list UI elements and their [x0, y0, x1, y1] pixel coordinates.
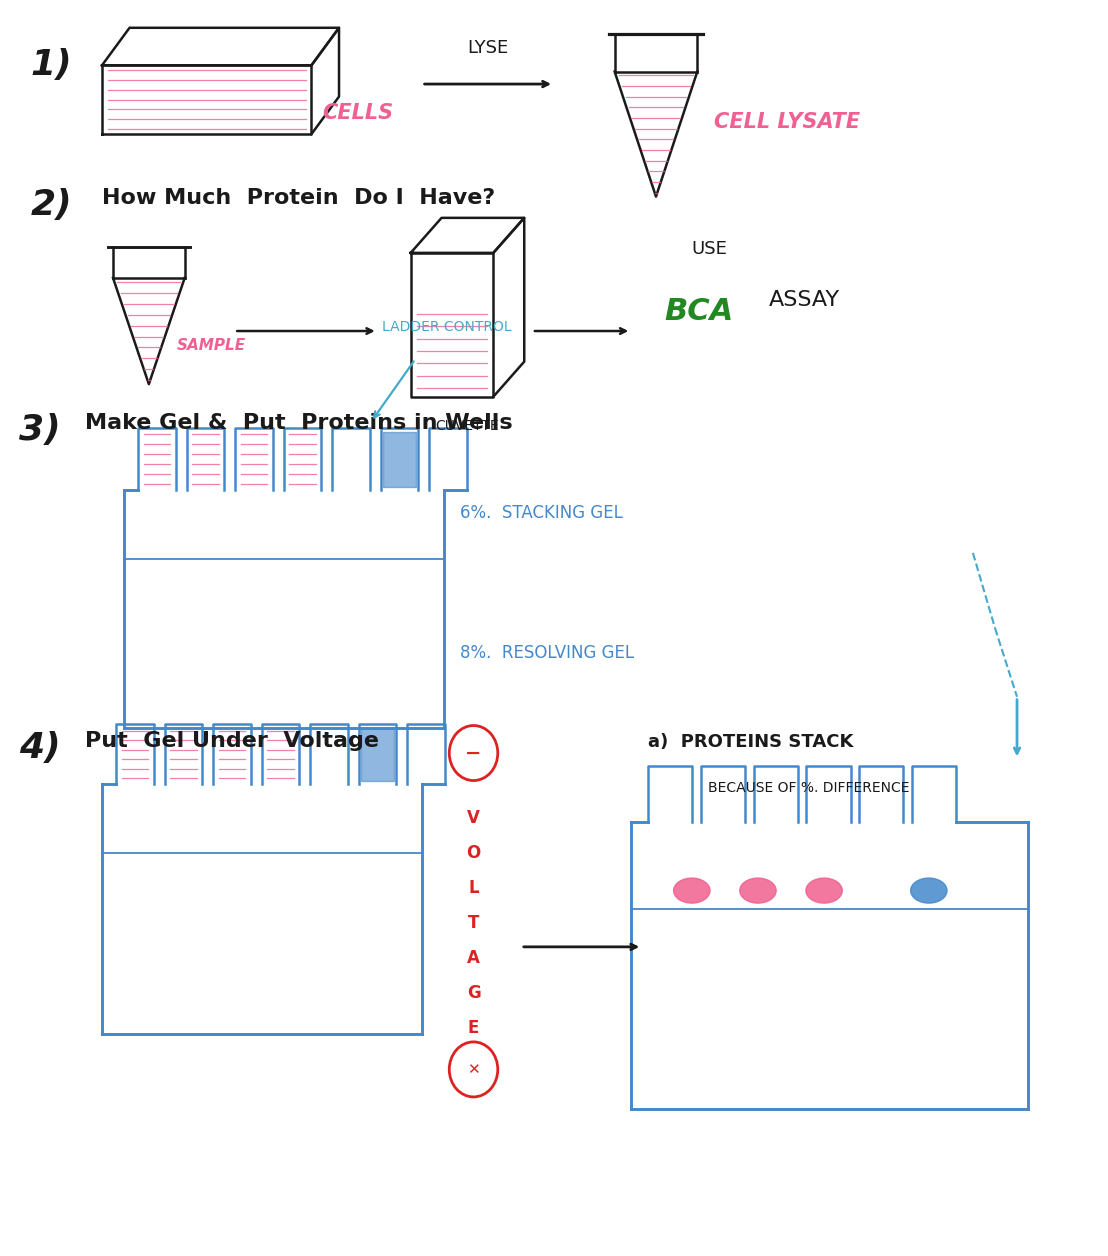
Text: CELLS: CELLS [322, 103, 393, 123]
Text: SAMPLE: SAMPLE [176, 338, 246, 353]
Text: E: E [468, 1020, 479, 1037]
Text: 4): 4) [19, 731, 61, 765]
Text: How Much  Protein  Do I  Have?: How Much Protein Do I Have? [102, 188, 495, 207]
Text: LADDER CONTROL: LADDER CONTROL [382, 320, 512, 334]
Text: ASSAY: ASSAY [769, 290, 840, 310]
Text: G: G [466, 985, 481, 1002]
Text: −: − [465, 744, 482, 762]
Text: Put  Gel Under  Voltage: Put Gel Under Voltage [85, 731, 379, 751]
Bar [383, 432, 417, 486]
Text: O: O [466, 844, 481, 863]
Text: Make Gel &  Put  Proteins in Wells: Make Gel & Put Proteins in Wells [85, 413, 513, 433]
Text: LYSE: LYSE [468, 39, 509, 57]
Ellipse shape [674, 878, 710, 903]
Text: 8%.  RESOLVING GEL: 8%. RESOLVING GEL [460, 644, 635, 662]
Text: BECAUSE OF %. DIFFERENCE: BECAUSE OF %. DIFFERENCE [708, 780, 910, 795]
Text: ✕: ✕ [468, 1061, 480, 1076]
Text: T: T [468, 914, 479, 932]
Text: USE: USE [691, 240, 728, 259]
Text: V: V [468, 809, 480, 828]
Text: 3): 3) [19, 413, 61, 447]
Text: CUVETTE: CUVETTE [435, 420, 500, 433]
Bar [361, 728, 394, 780]
Text: A: A [468, 950, 480, 967]
Text: 6%.  STACKING GEL: 6%. STACKING GEL [460, 504, 623, 522]
Ellipse shape [806, 878, 842, 903]
Ellipse shape [740, 878, 776, 903]
Text: 2): 2) [30, 188, 72, 222]
Text: L: L [469, 879, 479, 897]
Text: BCA: BCA [664, 296, 733, 325]
Text: a)  PROTEINS STACK: a) PROTEINS STACK [648, 734, 853, 751]
Text: 1): 1) [30, 48, 72, 83]
Ellipse shape [911, 878, 947, 903]
Text: CELL LYSATE: CELL LYSATE [714, 112, 860, 132]
